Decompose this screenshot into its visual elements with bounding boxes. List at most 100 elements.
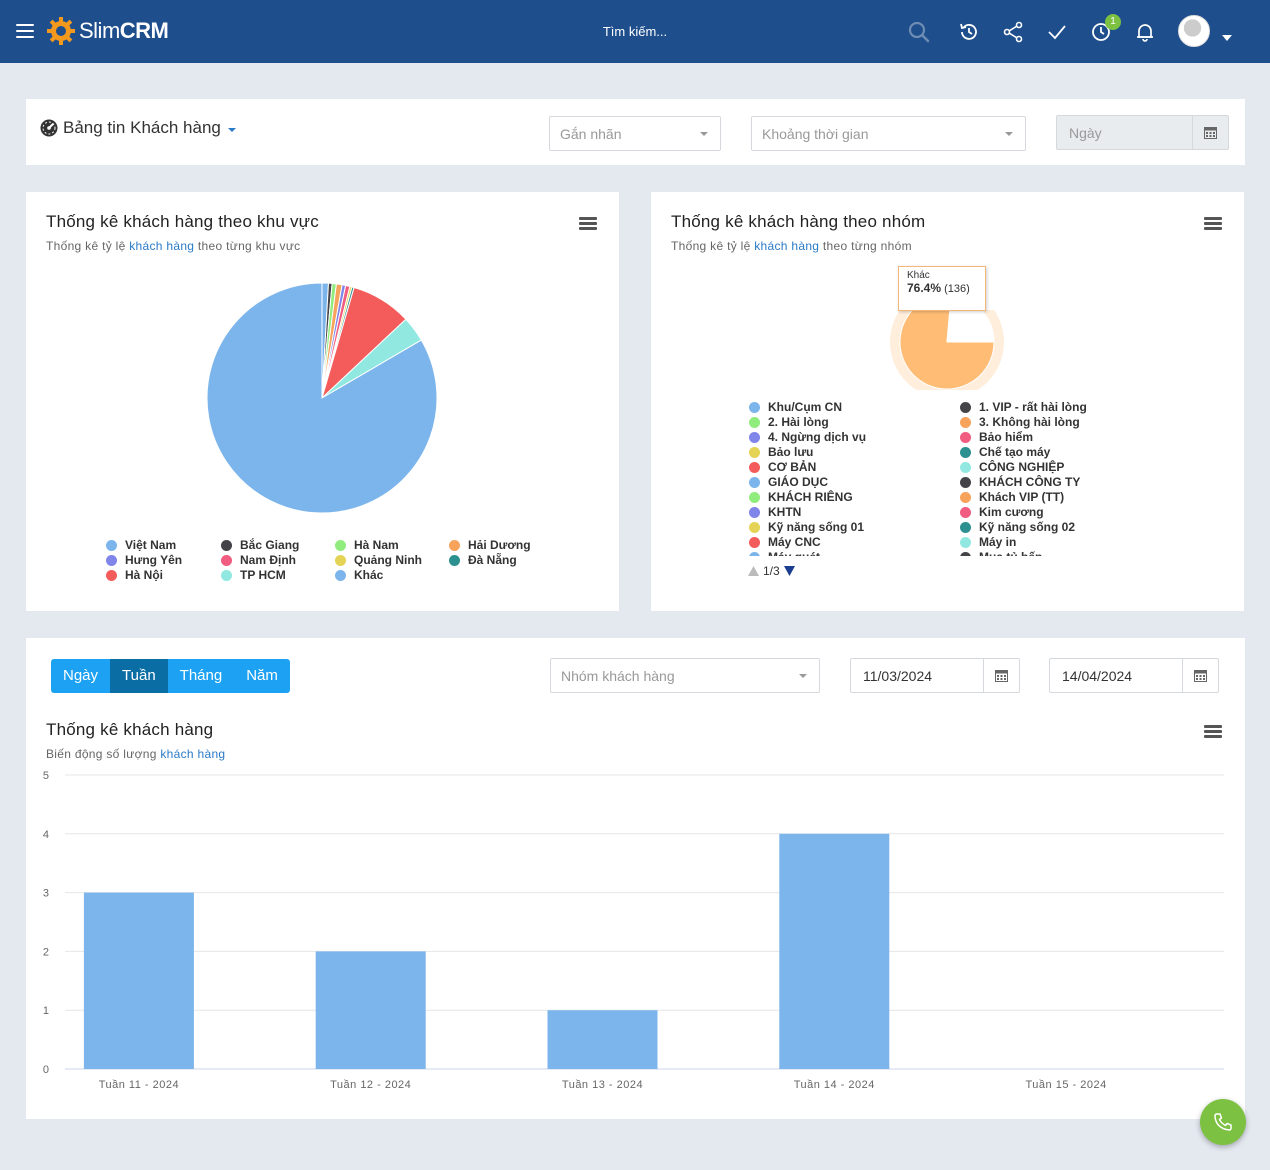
legend-label: 4. Ngừng dịch vụ xyxy=(768,430,867,444)
user-avatar[interactable] xyxy=(1178,15,1210,47)
legend-item[interactable]: Máy CNC xyxy=(749,535,821,549)
legend-dot xyxy=(335,539,346,551)
period-button[interactable]: Tuần xyxy=(110,659,168,693)
legend-item[interactable]: 3. Không hài lòng xyxy=(960,415,1080,429)
legend-item[interactable]: Hà Nội xyxy=(106,568,163,582)
history-icon[interactable] xyxy=(957,20,981,44)
legend-dot xyxy=(749,476,760,488)
legend-dot xyxy=(960,491,971,503)
stats-subtitle-link[interactable]: khách hàng xyxy=(160,747,226,761)
legend-label: KHÁCH RIÊNG xyxy=(768,490,853,504)
pager-up-arrow-icon[interactable] xyxy=(747,565,760,577)
call-button[interactable] xyxy=(1200,1099,1246,1145)
region-pie-chart xyxy=(206,282,438,514)
y-tick-label: 4 xyxy=(43,829,49,841)
legend-item[interactable]: CƠ BẢN xyxy=(749,460,816,474)
date-to-input[interactable]: 14/04/2024 xyxy=(1049,658,1219,693)
customer-group-select[interactable]: Nhóm khách hàng xyxy=(550,658,820,693)
legend-label: 1. VIP - rất hài lòng xyxy=(979,400,1087,414)
date-input[interactable]: Ngày xyxy=(1056,115,1229,150)
legend-dot xyxy=(106,539,117,551)
legend-dot xyxy=(749,506,760,518)
date-to-value: 14/04/2024 xyxy=(1062,668,1133,684)
search-input[interactable]: Tìm kiếm... xyxy=(602,24,668,39)
period-button[interactable]: Tháng xyxy=(167,659,235,693)
legend-item[interactable]: KHTN xyxy=(749,505,801,519)
legend-item[interactable]: Mua tủ bếp xyxy=(960,550,1042,556)
legend-item[interactable]: Đà Nẵng xyxy=(449,553,517,567)
bar[interactable] xyxy=(83,892,194,1069)
legend-label: Bắc Giang xyxy=(240,538,300,552)
chevron-down-icon xyxy=(1005,132,1013,136)
legend-label: KHTN xyxy=(768,505,802,519)
legend-item[interactable]: CÔNG NGHIỆP xyxy=(960,460,1064,474)
logo-crm: CRM xyxy=(119,18,169,43)
chart-menu-icon[interactable] xyxy=(579,217,597,231)
legend-item[interactable]: Khác xyxy=(335,568,383,582)
logo-slim: Slim xyxy=(79,18,120,43)
chart-menu-icon[interactable] xyxy=(1204,217,1222,231)
date-from-input[interactable]: 11/03/2024 xyxy=(850,658,1020,693)
search-icon[interactable] xyxy=(907,20,931,44)
chevron-down-icon[interactable] xyxy=(227,128,236,132)
bar[interactable] xyxy=(779,833,890,1069)
legend-dot xyxy=(960,431,971,443)
bar[interactable] xyxy=(315,951,426,1069)
legend-item[interactable]: Kỹ năng sống 01 xyxy=(749,520,864,534)
legend-label: Đà Nẵng xyxy=(468,553,517,567)
legend-item[interactable]: 1. VIP - rất hài lòng xyxy=(960,400,1087,414)
group-subtitle-link[interactable]: khách hàng xyxy=(754,239,820,253)
check-icon[interactable] xyxy=(1045,20,1069,44)
app-logo[interactable]: SlimCRM xyxy=(46,15,169,47)
legend-item[interactable]: Việt Nam xyxy=(106,538,176,552)
legend-item[interactable]: KHÁCH CÔNG TY xyxy=(960,475,1080,489)
legend-item[interactable]: Máy in xyxy=(960,535,1016,549)
period-select[interactable]: Khoảng thời gian xyxy=(751,116,1026,151)
notification-count-badge: 1 xyxy=(1105,14,1121,30)
legend-item[interactable]: 4. Ngừng dịch vụ xyxy=(749,430,866,444)
share-icon[interactable] xyxy=(1001,20,1025,44)
legend-item[interactable]: Máy quét xyxy=(749,550,820,556)
pager-down-arrow-icon[interactable] xyxy=(783,565,796,577)
legend-item[interactable]: Hải Dương xyxy=(449,538,531,552)
bell-icon[interactable] xyxy=(1133,20,1157,44)
customer-group-select-value: Nhóm khách hàng xyxy=(561,668,675,684)
tag-select[interactable]: Gắn nhãn xyxy=(549,116,721,151)
x-tick-label: Tuần 12 - 2024 xyxy=(330,1079,411,1091)
bar[interactable] xyxy=(547,1010,658,1069)
legend-item[interactable]: KHÁCH RIÊNG xyxy=(749,490,853,504)
calendar-icon[interactable] xyxy=(1182,659,1218,692)
calendar-icon[interactable] xyxy=(983,659,1019,692)
legend-item[interactable]: Kỹ năng sống 02 xyxy=(960,520,1075,534)
legend-item[interactable]: Chế tạo máy xyxy=(960,445,1050,459)
legend-item[interactable]: Hưng Yên xyxy=(106,553,182,567)
dashboard-title[interactable]: Bảng tin Khách hàng xyxy=(40,118,236,138)
tooltip-percent: 76.4% xyxy=(907,281,942,295)
legend-item[interactable]: Bắc Giang xyxy=(221,538,299,552)
pie-slice-khac[interactable] xyxy=(899,310,995,390)
user-menu-caret-icon[interactable] xyxy=(1222,35,1232,41)
legend-item[interactable]: Nam Định xyxy=(221,553,296,567)
clock-icon[interactable] xyxy=(1089,20,1113,44)
hamburger-menu-icon[interactable] xyxy=(16,24,34,38)
region-subtitle-link[interactable]: khách hàng xyxy=(129,239,195,253)
legend-item[interactable]: TP HCM xyxy=(221,568,286,582)
legend-item[interactable]: Khu/Cụm CN xyxy=(749,400,842,414)
period-button[interactable]: Năm xyxy=(234,659,290,693)
pie-slice-khác[interactable] xyxy=(206,282,438,514)
group-chart-legend: Khu/Cụm CN 2. Hài lòng 4. Ngừng dịch vụ Bảo… xyxy=(746,400,1166,556)
dashboard-filter-bar: Bảng tin Khách hàng Gắn nhãn Khoảng thời… xyxy=(26,99,1245,165)
legend-label: Việt Nam xyxy=(125,538,177,552)
legend-item[interactable]: Bảo hiểm xyxy=(960,430,1033,444)
legend-item[interactable]: Bảo lưu xyxy=(749,445,813,459)
legend-item[interactable]: Kim cương xyxy=(960,505,1044,519)
period-button[interactable]: Ngày xyxy=(51,659,111,693)
chart-menu-icon[interactable] xyxy=(1204,725,1222,739)
legend-item[interactable]: 2. Hài lòng xyxy=(749,415,829,429)
legend-item[interactable]: Hà Nam xyxy=(335,538,399,552)
legend-item[interactable]: GIÁO DỤC xyxy=(749,475,828,489)
legend-item[interactable]: Khách VIP (TT) xyxy=(960,490,1064,504)
calendar-icon[interactable] xyxy=(1192,116,1228,149)
legend-item[interactable]: Quảng Ninh xyxy=(335,553,422,567)
legend-dot xyxy=(449,539,460,551)
